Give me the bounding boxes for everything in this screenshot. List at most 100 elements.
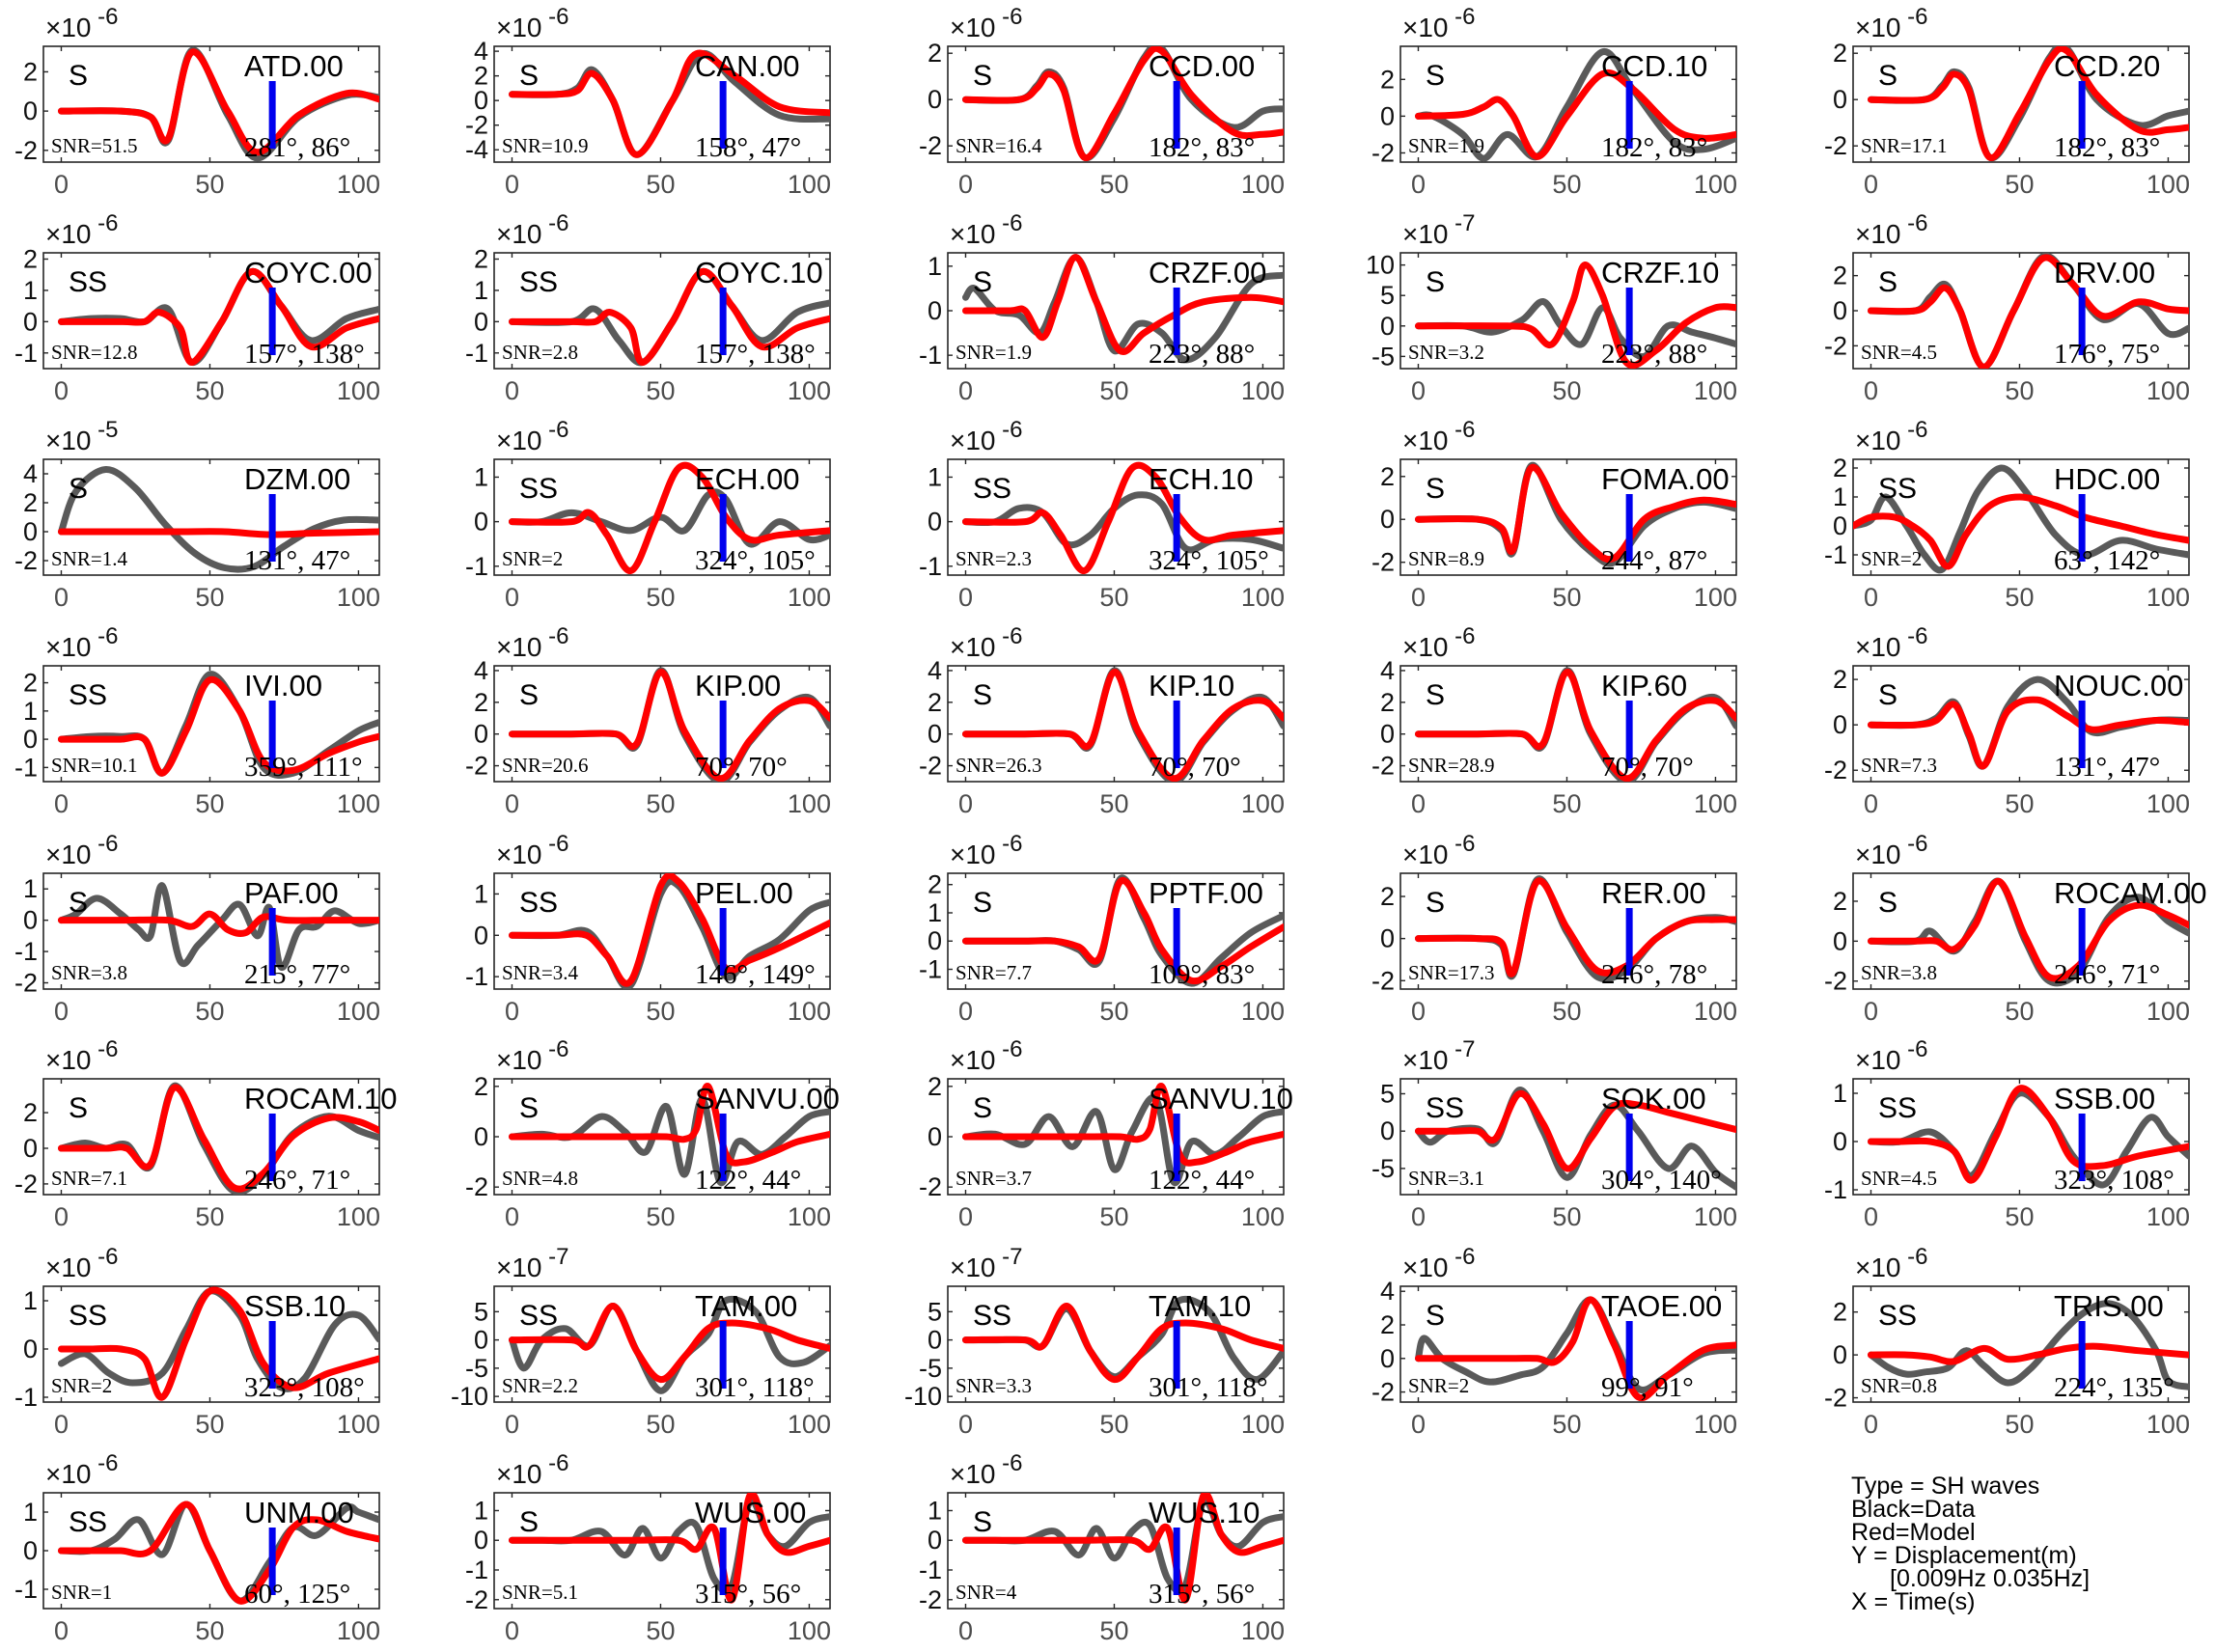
phase-label: SS	[69, 266, 107, 298]
y-tick-label: 2	[1380, 688, 1395, 717]
y-tick-label: 2	[1380, 882, 1395, 911]
exponent-label: ×10 -6	[45, 623, 119, 662]
y-tick-label: 0	[928, 1326, 942, 1355]
x-tick-label: 0	[1411, 583, 1426, 612]
model-trace	[509, 1303, 830, 1384]
model-trace	[1868, 877, 2189, 982]
x-tick-label: 50	[646, 1202, 675, 1231]
x-tick-label: 100	[337, 583, 380, 612]
azimuth-dip-label: 146°, 149°	[695, 959, 816, 990]
snr-label: SNR=10.9	[502, 134, 588, 157]
x-tick-label: 100	[1694, 1410, 1737, 1439]
snr-label: SNR=5.1	[502, 1581, 578, 1604]
y-tick-label: 1	[23, 1498, 38, 1527]
station-label: SANVU.10	[1149, 1082, 1293, 1115]
x-tick-label: 0	[505, 376, 519, 405]
panel-ccd-10: -2 0 2 0 50 100 ×10 -6 S CCD.10 SNR=1.9 182°, 83°	[1371, 4, 1737, 199]
x-tick-label: 100	[1241, 789, 1285, 818]
panel-sanvu-00: -2 0 2 0 50 100 ×10 -6 S SANVU.00 SNR=4.8 122°, 44…	[465, 1036, 840, 1231]
exponent-power: -6	[996, 4, 1023, 30]
y-tick-label: 0	[23, 307, 38, 336]
exponent-label: ×10 -6	[496, 1450, 569, 1489]
exponent-power: -6	[1449, 1244, 1476, 1270]
exponent-power: -7	[996, 1244, 1023, 1270]
exponent-power: -6	[1901, 1036, 1928, 1062]
exponent-label: ×10 -6	[950, 1450, 1023, 1489]
x-tick-label: 0	[958, 789, 973, 818]
exponent-power: -6	[92, 623, 119, 649]
phase-label: SS	[69, 679, 107, 711]
exponent-label: ×10 -6	[1855, 1036, 1928, 1075]
x-tick-label: 50	[2005, 1202, 2034, 1231]
snr-label: SNR=2.2	[502, 1374, 578, 1397]
y-tick-label: 1	[1833, 1079, 1847, 1108]
snr-label: SNR=2.3	[956, 547, 1032, 570]
x-tick-label: 100	[1694, 1202, 1737, 1231]
exponent-power: -6	[92, 831, 119, 857]
y-tick-label: 2	[23, 669, 38, 698]
y-tick-label: -2	[465, 1172, 488, 1201]
snr-label: SNR=20.6	[502, 754, 588, 777]
y-tick-label: -5	[465, 1354, 488, 1383]
azimuth-dip-label: 131°, 47°	[244, 545, 350, 576]
phase-label: S	[973, 887, 992, 919]
x-tick-label: 100	[788, 376, 831, 405]
exponent-power: -6	[1901, 4, 1928, 30]
snr-label: SNR=8.9	[1408, 547, 1484, 570]
azimuth-dip-label: 122°, 44°	[1149, 1165, 1255, 1196]
x-tick-label: 0	[1864, 376, 1878, 405]
exponent-label: ×10 -6	[950, 210, 1023, 249]
y-tick-label: -2	[1371, 966, 1395, 995]
y-tick-label: -10	[451, 1382, 488, 1411]
phase-label: S	[519, 60, 539, 92]
exponent-label: ×10 -6	[1402, 1244, 1476, 1282]
legend-red: Red=Model	[1851, 1519, 1976, 1546]
y-tick-label: -1	[465, 962, 488, 991]
exponent-power: -6	[542, 831, 569, 857]
y-tick-label: 0	[23, 517, 38, 546]
azimuth-dip-label: 246°, 78°	[1601, 959, 1707, 990]
phase-label: SS	[519, 473, 558, 505]
model-trace	[509, 267, 830, 366]
exponent-label: ×10 -6	[950, 4, 1023, 42]
y-tick-label: -1	[919, 955, 942, 984]
station-label: KIP.00	[695, 669, 781, 702]
y-tick-label: 0	[23, 1536, 38, 1565]
y-tick-label: 2	[23, 1098, 38, 1127]
azimuth-dip-label: 70°, 70°	[695, 752, 788, 783]
snr-label: SNR=0.8	[1861, 1374, 1937, 1397]
y-tick-label: -2	[1371, 752, 1395, 781]
model-trace	[58, 267, 379, 366]
y-tick-label: 0	[928, 1526, 942, 1555]
axes-box	[42, 45, 380, 163]
x-tick-label: 100	[2147, 1202, 2190, 1231]
y-tick-label: 2	[1833, 39, 1847, 68]
exponent-label: ×10 -6	[950, 1036, 1023, 1075]
panel-rocam-10: -2 0 2 0 50 100 ×10 -6 S ROCAM.10 SNR=7.1 246°, 71…	[14, 1036, 398, 1231]
model-trace	[509, 669, 830, 782]
y-tick-label: -2	[1824, 131, 1847, 160]
phase-label: S	[1878, 679, 1897, 711]
model-trace	[1415, 1296, 1736, 1402]
x-tick-label: 50	[1552, 1410, 1581, 1439]
y-tick-label: 1	[474, 1496, 488, 1525]
model-trace	[509, 873, 830, 987]
x-tick-label: 100	[337, 789, 380, 818]
x-tick-label: 100	[337, 170, 380, 199]
exponent-label: ×10 -6	[1855, 210, 1928, 249]
y-tick-label: 1	[928, 1496, 942, 1525]
y-tick-label: -2	[919, 1585, 942, 1614]
azimuth-dip-label: 157°, 138°	[244, 339, 365, 370]
phase-label: S	[519, 1092, 539, 1124]
snr-label: SNR=7.7	[956, 961, 1032, 984]
y-tick-label: -2	[14, 969, 38, 998]
exponent-label: ×10 -6	[496, 417, 569, 455]
exponent-label: ×10 -6	[45, 4, 119, 42]
x-tick-label: 50	[195, 583, 224, 612]
snr-label: SNR=4.5	[1861, 341, 1937, 364]
x-tick-label: 0	[1864, 583, 1878, 612]
